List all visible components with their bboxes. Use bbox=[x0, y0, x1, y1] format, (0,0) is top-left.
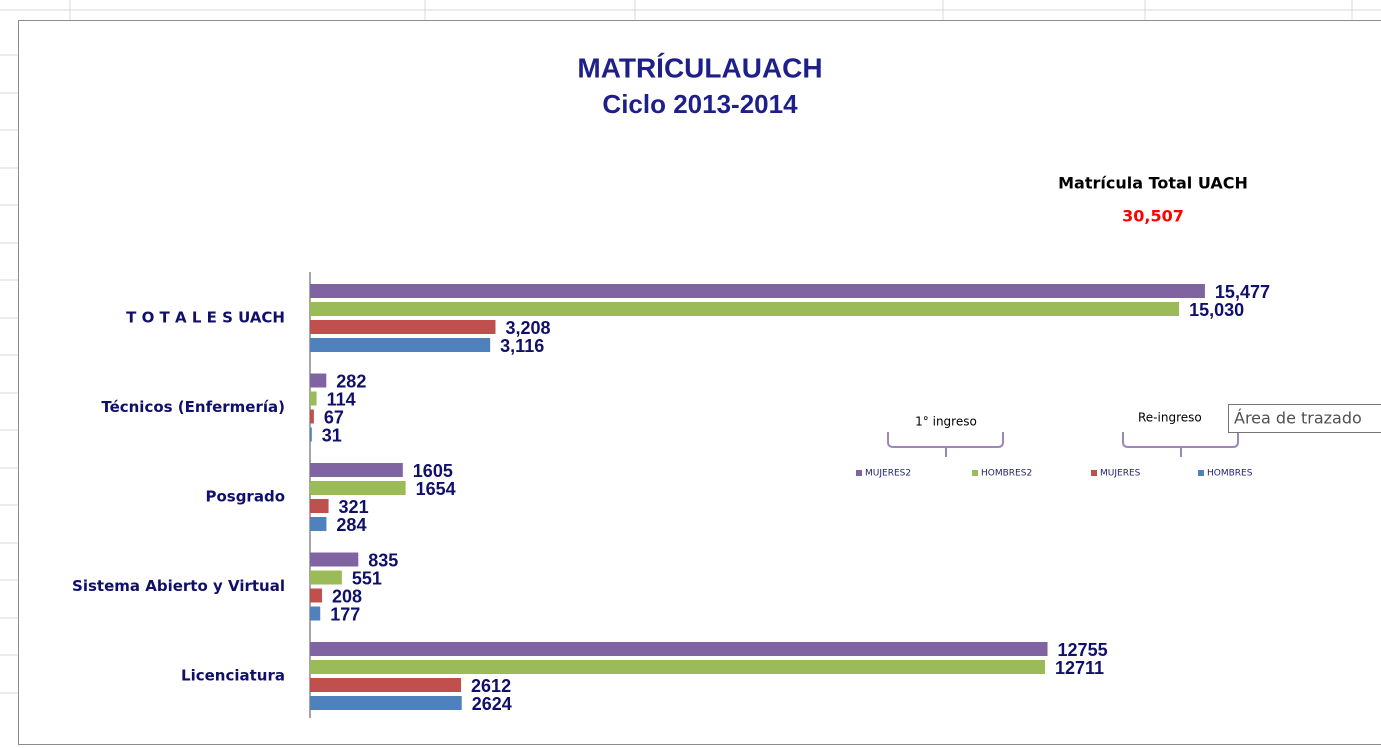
bar bbox=[310, 481, 406, 495]
bar bbox=[310, 588, 323, 603]
value-label: 551 bbox=[352, 568, 382, 588]
bracket bbox=[887, 432, 1004, 457]
legend-marker bbox=[856, 470, 862, 476]
bar bbox=[310, 570, 342, 585]
bar bbox=[310, 373, 327, 388]
chart-subtitle: Ciclo 2013-2014 bbox=[602, 89, 798, 119]
bar bbox=[310, 302, 1180, 316]
bar bbox=[310, 606, 321, 621]
total-label: Matrícula Total UACH bbox=[1058, 174, 1248, 193]
bar bbox=[310, 696, 462, 710]
value-label: 3,116 bbox=[500, 336, 544, 356]
chart-area[interactable] bbox=[18, 20, 1381, 745]
tooltip bbox=[1228, 404, 1381, 433]
group-label: Re-ingreso bbox=[1138, 411, 1202, 425]
y-tick-label: Técnicos (Enfermería) bbox=[101, 398, 285, 416]
legend-label: HOMBRES bbox=[1207, 469, 1253, 479]
legend-marker bbox=[1091, 470, 1097, 476]
y-tick-label: T O T A L E S UACH bbox=[126, 309, 285, 327]
value-label: 15,030 bbox=[1189, 300, 1244, 320]
value-label: 1654 bbox=[416, 479, 456, 499]
sheet-grid bbox=[0, 0, 1381, 694]
bar bbox=[310, 499, 329, 513]
bar bbox=[310, 320, 496, 334]
y-tick-label: Licenciatura bbox=[181, 667, 285, 685]
value-label: 835 bbox=[368, 550, 398, 570]
value-label: 2624 bbox=[472, 694, 512, 714]
value-label: 1605 bbox=[413, 461, 453, 481]
legend-marker bbox=[1198, 470, 1204, 476]
bar bbox=[310, 391, 317, 406]
bar bbox=[310, 552, 359, 567]
bar bbox=[310, 427, 312, 442]
bar bbox=[310, 642, 1048, 656]
legend-label: MUJERES2 bbox=[865, 469, 911, 479]
legend-label: HOMBRES2 bbox=[981, 469, 1032, 479]
bar bbox=[310, 660, 1045, 674]
legend-marker bbox=[972, 470, 978, 476]
bar bbox=[310, 678, 462, 692]
value-label: 284 bbox=[336, 515, 366, 535]
value-label: 208 bbox=[332, 586, 362, 606]
value-label: 114 bbox=[327, 389, 356, 409]
legend-label: MUJERES bbox=[1100, 469, 1141, 479]
value-label: 12711 bbox=[1055, 658, 1104, 678]
y-tick-label: Posgrado bbox=[205, 488, 285, 506]
value-label: 12755 bbox=[1058, 640, 1108, 660]
value-label: 2612 bbox=[471, 676, 511, 696]
chart-title: MATRÍCULAUACH bbox=[577, 52, 822, 83]
value-label: 321 bbox=[339, 497, 369, 517]
value-label: 3,208 bbox=[505, 318, 550, 338]
group-label: 1° ingreso bbox=[915, 415, 977, 429]
bar bbox=[310, 517, 327, 531]
bar bbox=[310, 463, 403, 477]
value-label: 67 bbox=[324, 407, 344, 427]
value-label: 15,477 bbox=[1215, 282, 1270, 302]
bracket bbox=[1122, 432, 1239, 457]
y-tick-label: Sistema Abierto y Virtual bbox=[72, 577, 285, 595]
value-label: 31 bbox=[322, 425, 342, 445]
bar bbox=[310, 284, 1205, 298]
bar bbox=[310, 409, 314, 424]
total-value: 30,507 bbox=[1122, 207, 1184, 226]
tooltip-text: Área de trazado bbox=[1234, 409, 1362, 428]
bar bbox=[310, 338, 491, 352]
value-label: 177 bbox=[330, 604, 360, 624]
value-label: 282 bbox=[336, 371, 366, 391]
